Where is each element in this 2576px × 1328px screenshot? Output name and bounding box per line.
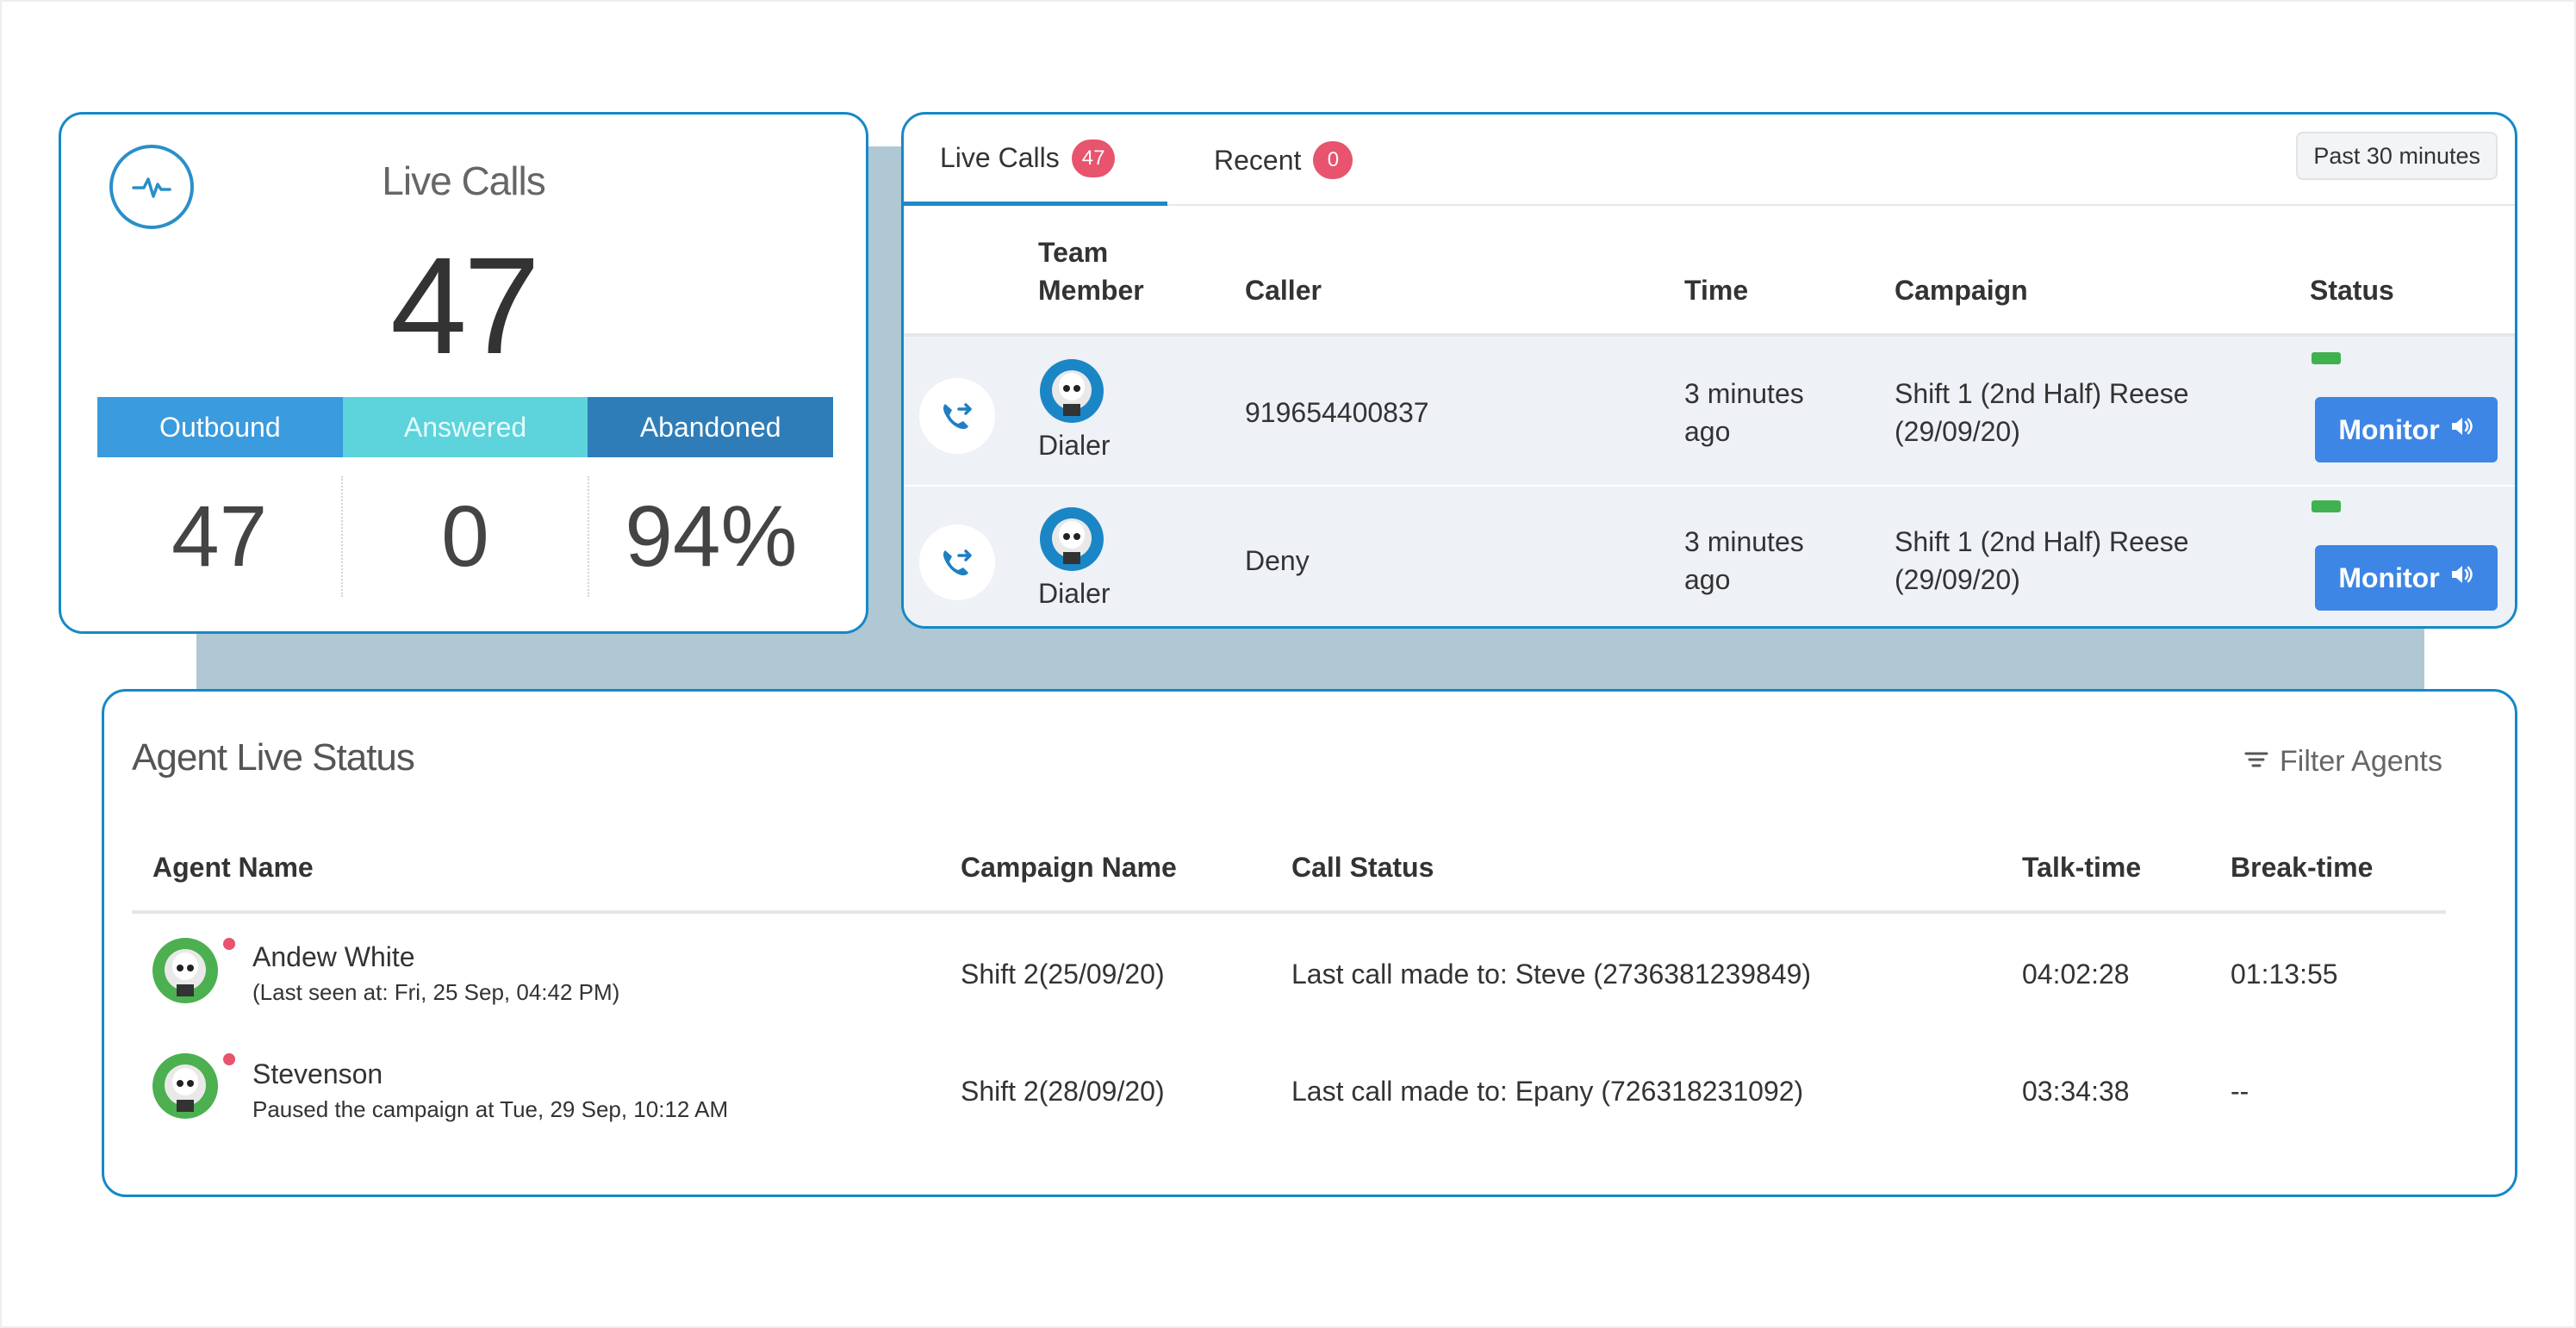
monitor-button[interactable]: Monitor [2315,545,2498,611]
tab-label: Live Calls [940,142,1060,173]
outbound-value: 47 [171,487,268,585]
call-forward-icon [919,378,995,454]
call-status: Last call made to: Steve (2736381239849) [1291,959,1812,990]
tab-live-calls[interactable]: Live Calls 47 [904,115,1167,206]
agents-title: Agent Live Status [132,736,415,779]
live-calls-table-card: Live Calls 47 Recent 0 Past 30 minutes T… [901,112,2517,629]
call-forward-icon [919,524,995,600]
status-indicator [2312,352,2341,364]
recent-badge: 0 [1313,141,1353,179]
header-break-time: Break-time [2231,852,2374,883]
agent-name: Andew White [252,941,415,972]
filter-agents-button[interactable]: Filter Agents [2243,745,2442,779]
header-caller: Caller [1245,275,1322,306]
tab-recent[interactable]: Recent 0 [1214,115,1353,206]
pulse-icon [109,145,194,229]
break-time: -- [2231,1076,2249,1107]
avatar [152,938,218,1003]
campaign-line: (29/09/20) [1895,416,2020,447]
call-time: 3 minutes ago [1684,523,1804,599]
live-calls-summary-card: Live Calls 47 Outbound Answered Abandone… [59,112,868,634]
abandoned-label: Abandoned [588,397,834,457]
agent-subtext: (Last seen at: Fri, 25 Sep, 04:42 PM) [252,979,620,1005]
answered-label: Answered [342,397,588,457]
header-time: Time [1684,275,1749,306]
avatar [152,1053,218,1119]
live-calls-count: 47 [390,228,540,382]
talk-time: 04:02:28 [2022,959,2130,990]
monitor-label: Monitor [2338,562,2440,593]
header-call-status: Call Status [1291,852,1434,883]
time-line: 3 minutes [1684,378,1804,409]
stat-labels: Outbound Answered Abandoned [97,397,834,457]
time-line: 3 minutes [1684,526,1804,557]
avatar [1040,507,1104,571]
monitor-label: Monitor [2338,413,2440,445]
speaker-icon [2448,562,2474,594]
status-dot [223,938,235,950]
header-line: Team [1038,237,1109,268]
table-row: Dialer Deny 3 minutes ago Shift 1 (2nd H… [904,487,2515,626]
campaign-name: Shift 2(25/09/20) [961,959,1165,990]
time-line: ago [1684,564,1731,595]
call-status: Last call made to: Epany (726318231092) [1291,1076,1804,1107]
break-time: 01:13:55 [2231,959,2338,990]
speaker-icon [2448,413,2474,446]
abandoned-value: 94% [587,476,833,597]
header-campaign: Campaign [1895,275,2028,306]
header-agent-name: Agent Name [152,852,314,883]
time-range-button[interactable]: Past 30 minutes [2296,132,2498,180]
divider [132,910,2446,914]
talk-time: 03:34:38 [2022,1076,2130,1107]
campaign: Shift 1 (2nd Half) Reese (29/09/20) [1895,375,2189,450]
header-campaign-name: Campaign Name [961,852,1177,883]
status-dot [223,1053,235,1065]
calls-tabs: Live Calls 47 Recent 0 Past 30 minutes [904,115,2515,206]
header-team-member: Team Member [1038,233,1144,309]
campaign: Shift 1 (2nd Half) Reese (29/09/20) [1895,523,2189,599]
answered-value: 0 [341,476,587,597]
summary-title: Live Calls [382,158,545,203]
caller: Deny [1245,545,1310,576]
header-line: Member [1038,275,1144,306]
agent-subtext: Paused the campaign at Tue, 29 Sep, 10:1… [252,1096,729,1122]
status-indicator [2312,500,2341,512]
outbound-label: Outbound [97,397,343,457]
header-talk-time: Talk-time [2022,852,2142,883]
time-line: ago [1684,416,1731,447]
tab-label: Recent [1214,144,1302,176]
call-time: 3 minutes ago [1684,375,1804,450]
caller: 919654400837 [1245,397,1429,428]
campaign-line: (29/09/20) [1895,564,2020,595]
team-member: Dialer [1038,430,1111,461]
campaign-line: Shift 1 (2nd Half) Reese [1895,378,2189,409]
filter-icon [2243,745,2269,779]
filter-label: Filter Agents [2280,745,2442,778]
team-member: Dialer [1038,578,1111,609]
divider [904,333,2515,337]
campaign-name: Shift 2(28/09/20) [961,1076,1165,1107]
monitor-button[interactable]: Monitor [2315,397,2498,462]
avatar [1040,359,1104,423]
live-calls-badge: 47 [1071,139,1116,177]
table-row: Dialer 919654400837 3 minutes ago Shift … [904,337,2515,485]
agent-name: Stevenson [252,1058,383,1089]
header-status: Status [2310,275,2394,306]
agent-live-status-card: Agent Live Status Filter Agents Agent Na… [102,689,2517,1197]
campaign-line: Shift 1 (2nd Half) Reese [1895,526,2189,557]
stat-values: 47 0 94% [97,476,833,597]
